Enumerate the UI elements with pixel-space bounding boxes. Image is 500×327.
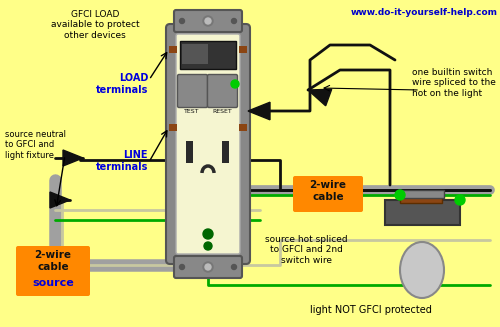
Circle shape bbox=[231, 80, 239, 88]
FancyBboxPatch shape bbox=[174, 10, 242, 32]
Circle shape bbox=[180, 265, 184, 269]
FancyBboxPatch shape bbox=[208, 75, 238, 108]
Text: LOAD
terminals: LOAD terminals bbox=[96, 73, 148, 95]
Circle shape bbox=[180, 19, 184, 24]
Bar bbox=[182, 44, 208, 64]
Text: source: source bbox=[32, 278, 74, 288]
Text: light NOT GFCI protected: light NOT GFCI protected bbox=[310, 305, 432, 315]
Circle shape bbox=[205, 18, 211, 24]
Bar bbox=[169, 124, 177, 131]
Bar bbox=[222, 141, 229, 163]
Text: GFCI LOAD
available to protect
other devices: GFCI LOAD available to protect other dev… bbox=[50, 10, 140, 40]
Circle shape bbox=[232, 19, 236, 24]
FancyBboxPatch shape bbox=[293, 176, 363, 212]
Text: 2-wire
cable: 2-wire cable bbox=[310, 180, 346, 202]
Bar bbox=[186, 141, 193, 163]
Bar bbox=[239, 124, 247, 131]
FancyBboxPatch shape bbox=[174, 256, 242, 278]
Bar bbox=[180, 41, 236, 69]
Text: one builtin switch
wire spliced to the
hot on the light: one builtin switch wire spliced to the h… bbox=[412, 68, 496, 98]
Polygon shape bbox=[248, 102, 270, 120]
Ellipse shape bbox=[400, 242, 444, 298]
Circle shape bbox=[455, 195, 465, 205]
Circle shape bbox=[203, 262, 213, 272]
Circle shape bbox=[205, 264, 211, 270]
Text: source neutral
to GFCI and
light fixture: source neutral to GFCI and light fixture bbox=[5, 130, 66, 160]
FancyBboxPatch shape bbox=[16, 246, 90, 296]
Bar bbox=[169, 46, 177, 53]
Bar bbox=[239, 46, 247, 53]
FancyBboxPatch shape bbox=[176, 34, 240, 254]
Polygon shape bbox=[63, 150, 83, 166]
Text: 2-wire
cable: 2-wire cable bbox=[34, 250, 72, 272]
Circle shape bbox=[395, 190, 405, 200]
Polygon shape bbox=[308, 89, 332, 106]
Text: source hot spliced
to GFCI and 2nd
switch wire: source hot spliced to GFCI and 2nd switc… bbox=[265, 235, 347, 265]
Circle shape bbox=[203, 16, 213, 26]
Text: RESET: RESET bbox=[212, 109, 232, 114]
Text: LINE
terminals: LINE terminals bbox=[96, 150, 148, 172]
FancyBboxPatch shape bbox=[178, 75, 208, 108]
Bar bbox=[385, 200, 460, 225]
Bar bbox=[398, 190, 444, 198]
Text: www.do-it-yourself-help.com: www.do-it-yourself-help.com bbox=[351, 8, 498, 17]
Circle shape bbox=[232, 265, 236, 269]
Circle shape bbox=[203, 229, 213, 239]
FancyBboxPatch shape bbox=[166, 24, 250, 264]
Polygon shape bbox=[50, 192, 70, 208]
Bar bbox=[400, 195, 442, 203]
Text: TEST: TEST bbox=[184, 109, 200, 114]
Circle shape bbox=[204, 242, 212, 250]
